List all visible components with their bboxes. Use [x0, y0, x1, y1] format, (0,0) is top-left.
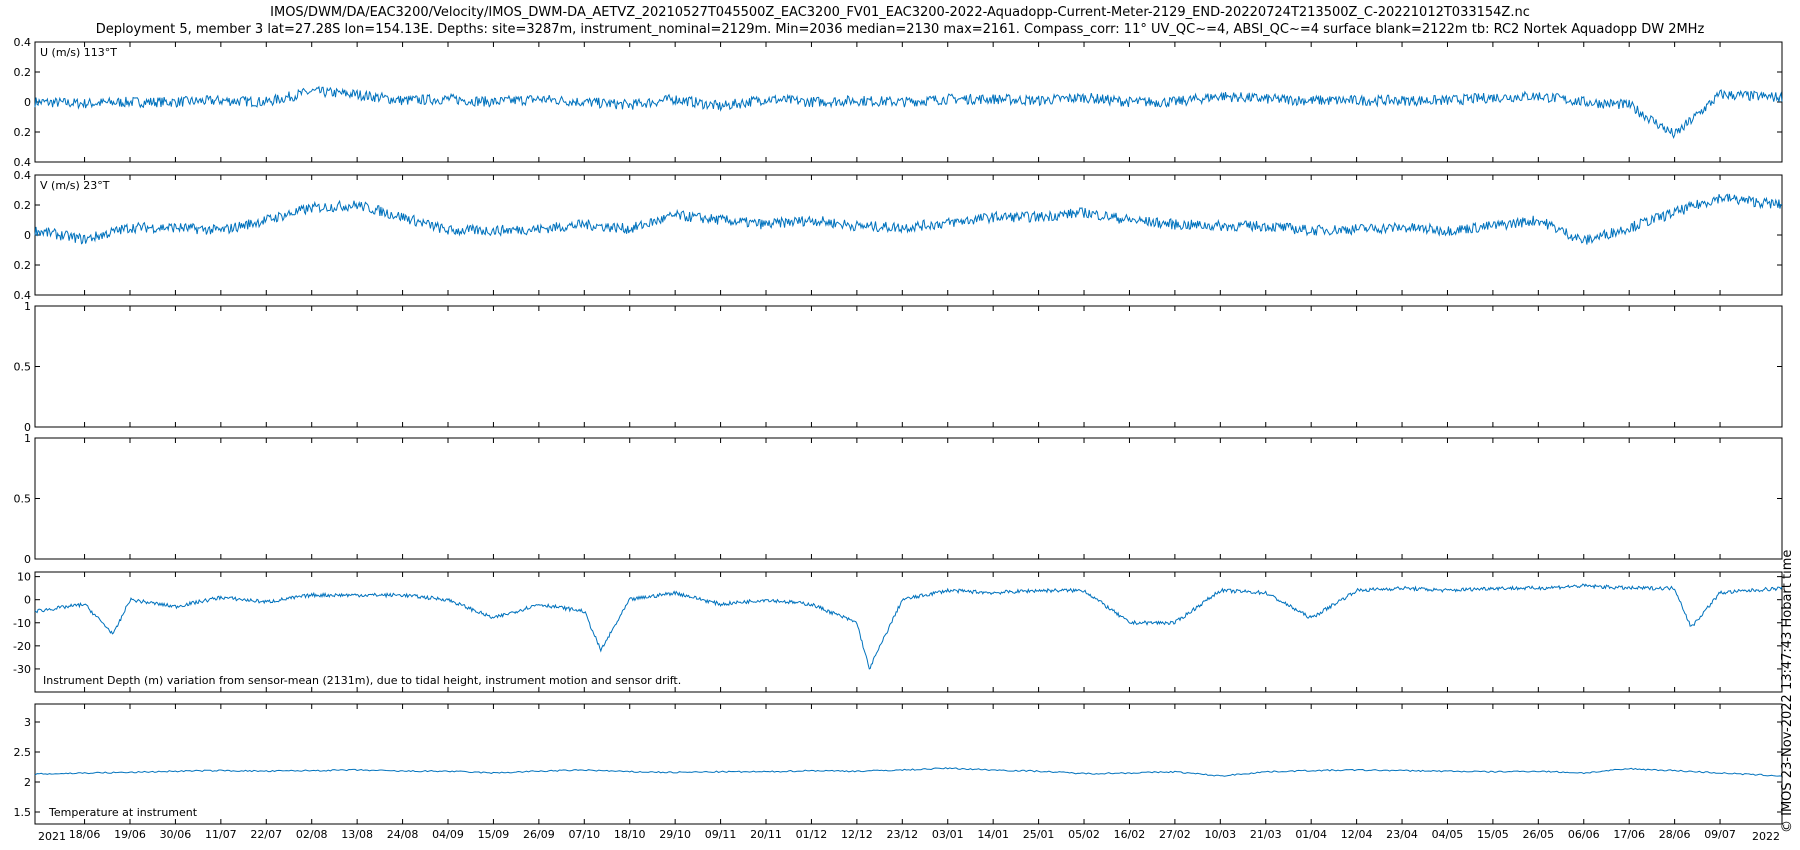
y-tick-label: 0.4 — [14, 156, 32, 169]
x-tick-label: 25/01 — [1023, 828, 1055, 841]
x-tick-label: 10/03 — [1204, 828, 1236, 841]
x-tick-label: 29/10 — [659, 828, 691, 841]
series-line — [34, 583, 1783, 670]
y-tick-label: -30 — [13, 663, 31, 676]
x-tick-label: 14/01 — [977, 828, 1009, 841]
x-tick-label: 28/06 — [1659, 828, 1691, 841]
x-tick-label: 12/04 — [1341, 828, 1373, 841]
series-line — [34, 767, 1783, 777]
y-tick-label: 0.5 — [14, 361, 32, 374]
y-tick-label: 10 — [17, 571, 31, 584]
chart-panel-5: 10 0 -10 -20 -30 Instrument Depth (m) variati… — [13, 571, 1783, 693]
x-tick-label: 01/12 — [796, 828, 828, 841]
x-tick-label: 24/08 — [387, 828, 419, 841]
x-tick-label: 16/02 — [1114, 828, 1146, 841]
y-tick-label: 0 — [24, 229, 31, 242]
y-tick-label: 0.4 — [14, 169, 32, 182]
y-tick-label: 0 — [24, 553, 31, 566]
x-tick-label: 19/06 — [114, 828, 146, 841]
x-tick-label: 23/12 — [886, 828, 918, 841]
y-tick-label: 0.2 — [14, 199, 32, 212]
x-tick-label: 11/07 — [205, 828, 237, 841]
y-tick-label: 1.5 — [14, 806, 32, 819]
timestamp-stamp: © IMOS 23-Nov-2022 13:47:43 Hobart time — [1780, 550, 1795, 833]
x-tick-label: 07/10 — [568, 828, 600, 841]
y-tick-label: 0.2 — [14, 126, 32, 139]
y-tick-label: 1 — [24, 432, 31, 445]
y-tick-label: 0 — [24, 96, 31, 109]
x-year-start: 2021 — [38, 830, 66, 843]
panel-frame — [34, 305, 1783, 428]
x-tick-label: 26/05 — [1522, 828, 1554, 841]
series-line — [34, 85, 1783, 139]
x-tick-label: 02/08 — [296, 828, 328, 841]
y-tick-label: 0.2 — [14, 259, 32, 272]
panel-frame — [34, 571, 1783, 693]
y-tick-label: -10 — [13, 617, 31, 630]
series-line — [34, 193, 1783, 245]
x-tick-label: 30/06 — [160, 828, 192, 841]
panel-label: Temperature at instrument — [48, 806, 198, 819]
x-tick-label: 04/09 — [432, 828, 464, 841]
y-tick-label: 1 — [24, 300, 31, 313]
x-tick-label: 13/08 — [341, 828, 373, 841]
x-tick-label: 26/09 — [523, 828, 555, 841]
chart-panel-6: 3 2.5 2 1.5 Temperature at instrument — [14, 703, 1783, 825]
x-tick-label: 18/10 — [614, 828, 646, 841]
x-tick-label: 18/06 — [69, 828, 101, 841]
chart-panel-1: 0.4 0.2 0 0.2 0.4 U (m/s) 113°T — [14, 36, 1783, 169]
panel-frame — [34, 437, 1783, 560]
panel-label: U (m/s) 113°T — [40, 46, 117, 59]
panel-frame — [34, 41, 1783, 163]
y-tick-label: 0.5 — [14, 493, 32, 506]
y-tick-label: 3 — [24, 716, 31, 729]
x-tick-label: 04/05 — [1432, 828, 1464, 841]
x-tick-label: 23/04 — [1386, 828, 1418, 841]
chart-panel-4: 10.50 — [14, 432, 1783, 566]
chart-panel-3: 10.50 — [14, 300, 1783, 434]
x-tick-label: 15/05 — [1477, 828, 1509, 841]
y-tick-label: -20 — [13, 640, 31, 653]
x-tick-label: 17/06 — [1613, 828, 1645, 841]
timestamp-text: © IMOS 23-Nov-2022 13:47:43 Hobart time — [1780, 550, 1795, 833]
y-tick-label: 0.4 — [14, 36, 32, 49]
y-tick-label: 0.4 — [14, 289, 32, 302]
panel-label: V (m/s) 23°T — [40, 179, 110, 192]
chart-panel-2: 0.4 0.2 0 0.2 0.4 V (m/s) 23°T — [14, 169, 1783, 302]
panel-frame — [34, 174, 1783, 296]
panel-label: Instrument Depth (m) variation from sens… — [43, 674, 681, 687]
x-tick-label: 03/01 — [932, 828, 964, 841]
y-tick-label: 2.5 — [14, 746, 32, 759]
x-tick-label: 09/07 — [1704, 828, 1736, 841]
y-tick-label: 2 — [24, 776, 31, 789]
x-tick-label: 12/12 — [841, 828, 873, 841]
x-tick-label: 09/11 — [705, 828, 737, 841]
x-tick-label: 06/06 — [1568, 828, 1600, 841]
chart-subtitle: Deployment 5, member 3 lat=27.28S lon=15… — [95, 22, 1705, 37]
x-year-end: 2022 — [1752, 830, 1780, 843]
x-tick-label: 01/04 — [1295, 828, 1327, 841]
chart-title: IMOS/DWM/DA/EAC3200/Velocity/IMOS_DWM-DA… — [270, 5, 1530, 20]
x-tick-label: 15/09 — [478, 828, 510, 841]
y-tick-label: 0.2 — [14, 66, 32, 79]
x-tick-label: 05/02 — [1068, 828, 1100, 841]
x-tick-label: 27/02 — [1159, 828, 1191, 841]
y-tick-label: 0 — [24, 594, 31, 607]
x-tick-label: 21/03 — [1250, 828, 1282, 841]
x-tick-label: 22/07 — [250, 828, 282, 841]
panel-frame — [34, 703, 1783, 825]
x-tick-label: 20/11 — [750, 828, 782, 841]
y-tick-label: 0 — [24, 421, 31, 434]
